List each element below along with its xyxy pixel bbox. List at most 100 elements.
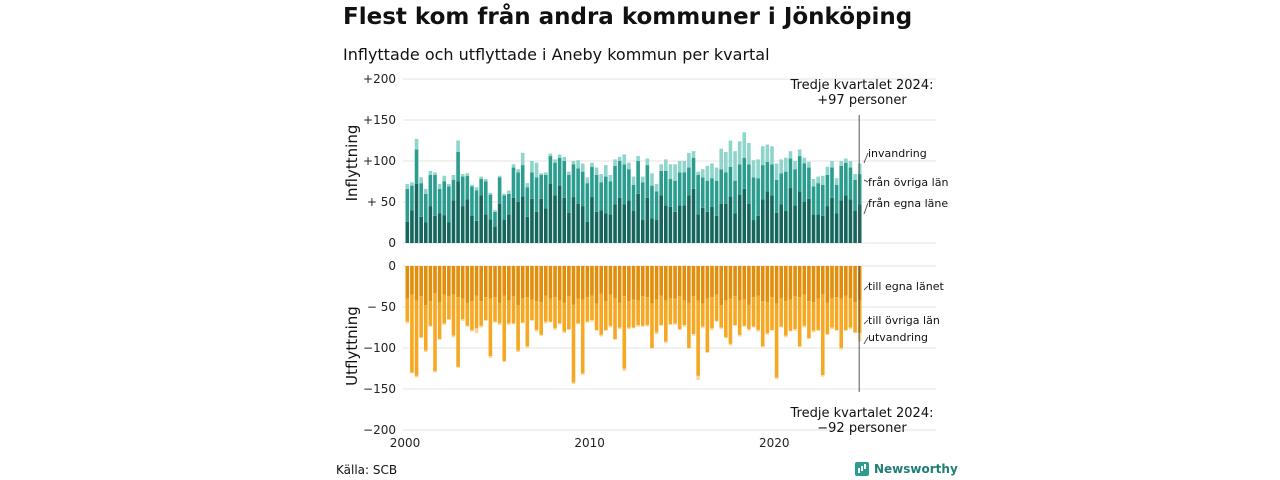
bar-segment: [456, 151, 460, 182]
bar-segment: [733, 213, 737, 243]
x-tick-label: 2000: [390, 436, 421, 450]
bar-segment: [719, 327, 724, 330]
bar-segment: [677, 172, 682, 206]
bar-segment: [414, 300, 419, 376]
bar-segment: [724, 172, 728, 204]
series-label: från övriga län: [868, 176, 948, 189]
bar-segment: [784, 301, 788, 336]
bar-segment: [807, 198, 811, 243]
bar-segment: [664, 205, 668, 243]
bar-segment: [460, 174, 465, 177]
bar-segment: [770, 266, 774, 298]
bar-segment: [497, 323, 502, 326]
bar-segment: [724, 151, 728, 173]
bar-segment: [548, 298, 553, 322]
bar-segment: [627, 301, 631, 328]
bar-segment: [534, 211, 539, 243]
bar-segment: [497, 175, 502, 178]
y-axis-title: Inflyttning: [343, 125, 361, 202]
bar-segment: [507, 300, 511, 324]
bar-segment: [437, 188, 442, 214]
bar-segment: [844, 195, 848, 243]
bar-segment: [599, 334, 603, 337]
bar-segment: [640, 220, 645, 243]
bar-segment: [728, 140, 733, 167]
bar-segment: [502, 193, 507, 196]
bar-segment: [553, 159, 557, 163]
bar-segment: [802, 294, 807, 326]
bar-segment: [853, 174, 857, 180]
bar-segment: [594, 329, 599, 331]
bar-segment: [659, 195, 663, 243]
bar-segment: [567, 174, 571, 213]
bar-segment: [539, 334, 543, 336]
bar-segment: [590, 166, 594, 198]
bar-segment: [580, 299, 585, 374]
bar-segment: [465, 266, 470, 303]
bar-segment: [520, 196, 525, 243]
bar-segment: [774, 266, 779, 304]
bar-segment: [631, 176, 636, 185]
bar-segment: [599, 293, 603, 335]
bar-segment: [631, 211, 636, 243]
bar-segment: [627, 169, 631, 201]
bar-segment: [414, 375, 419, 378]
bar-segment: [580, 171, 585, 207]
bar-segment: [594, 211, 599, 243]
bar-segment: [797, 266, 802, 298]
bar-segment: [525, 346, 530, 348]
bar-segment: [613, 297, 617, 339]
bar-segment: [751, 297, 756, 327]
bar-segment: [437, 183, 442, 189]
bar-segment: [742, 266, 747, 300]
bar-segment: [511, 167, 516, 198]
bar-segment: [562, 161, 567, 198]
bar-segment: [567, 329, 571, 330]
bar-segment: [751, 177, 756, 221]
label-leader: [863, 152, 869, 164]
bar-segment: [673, 211, 677, 243]
bar-segment: [825, 334, 830, 335]
bar-segment: [465, 173, 470, 176]
bar-segment: [650, 348, 654, 349]
bar-segment: [553, 297, 557, 329]
bar-segment: [645, 297, 650, 326]
bar-segment: [557, 323, 562, 325]
bar-segment: [604, 165, 608, 177]
bar-segment: [844, 266, 848, 296]
bar-segment: [834, 329, 839, 331]
chart-subtitle: Inflyttade och utflyttade i Aneby kommun…: [343, 45, 770, 64]
bar-segment: [747, 142, 751, 165]
bar-segment: [580, 206, 585, 243]
y-tick-label: −200: [363, 423, 396, 437]
bar-segment: [483, 320, 488, 321]
bar-segment: [488, 298, 493, 357]
bar-segment: [797, 156, 802, 192]
bar-segment: [590, 266, 594, 296]
bar-segment: [700, 169, 705, 178]
bar-segment: [539, 198, 543, 243]
bar-segment: [497, 302, 502, 324]
bar-segment: [414, 138, 419, 150]
bar-segment: [728, 166, 733, 197]
bar-segment: [617, 302, 622, 328]
bar-segment: [737, 164, 742, 195]
bar-segment: [594, 266, 599, 304]
bar-segment: [747, 203, 751, 243]
bar-segment: [682, 161, 687, 173]
bar-segment: [585, 297, 590, 322]
y-tick-label: +100: [363, 154, 396, 168]
bar-segment: [853, 332, 857, 334]
bar-segment: [627, 200, 631, 243]
bar-segment: [760, 266, 765, 302]
bar-segment: [820, 375, 825, 377]
bar-segment: [779, 204, 784, 243]
bar-segment: [516, 266, 520, 306]
bar-segment: [525, 183, 530, 188]
bar-segment: [576, 323, 580, 325]
bar-segment: [557, 185, 562, 243]
bar-segment: [585, 177, 590, 184]
bar-segment: [793, 205, 797, 243]
y-tick-label: +150: [363, 113, 396, 127]
bar-segment: [419, 177, 423, 184]
